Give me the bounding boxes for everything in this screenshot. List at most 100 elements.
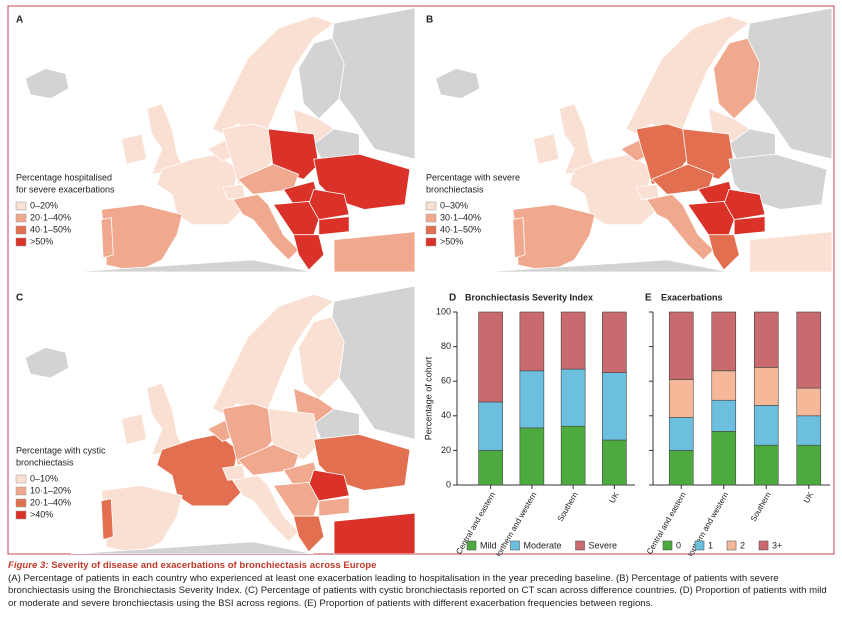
legend-label: Moderate [524,540,562,550]
legend-label: 0–10% [30,473,58,483]
country [232,474,300,543]
country [707,234,740,271]
legend-label: 0 [676,540,681,550]
legend-swatch [15,474,27,484]
bar-segment [478,401,503,451]
country [211,293,335,415]
bar-segment [796,311,822,389]
bar-segment [796,444,822,486]
legend-label: Severe [589,540,618,550]
bar-segment [478,450,503,486]
country [713,37,761,120]
country [308,469,350,502]
legend-swatch [15,498,27,508]
figure-panels: A Percentage hospitalised for severe exace… [7,5,835,562]
caption-title: Severity of disease and exacerbations of… [51,560,377,571]
y-tick-label: 0 [446,479,451,489]
legend-label: 40·1–50% [30,224,71,234]
country [70,259,314,272]
legend-swatch [15,201,27,211]
frame [7,5,835,555]
country [651,163,715,195]
x-tick-label: UK [608,490,622,505]
y-tick-label: 60 [441,376,451,386]
country [24,68,70,100]
panel-letter: B [426,15,433,26]
bar-segment [668,450,694,486]
country [100,498,114,541]
country [733,216,766,236]
bar-segment [753,405,779,446]
legend-swatch [694,540,705,551]
legend-swatch [15,510,27,520]
country [298,316,345,400]
country [70,541,314,554]
legend-label: 0–30% [440,200,468,210]
country [481,259,730,272]
bar-segment [711,431,737,486]
legend-label: 20·1–40% [30,212,71,222]
bar-segment [711,370,737,401]
bar-segment [560,311,586,370]
bar-segment [796,387,822,417]
country [512,217,526,259]
bar-segment [519,370,545,429]
bar-segment [711,399,737,432]
country [272,201,320,236]
country [532,133,560,165]
legend-label: 2 [740,540,745,550]
country [723,188,766,221]
country [211,15,335,135]
country [749,231,832,272]
bar-segment [560,425,586,486]
country [272,481,320,517]
legend-swatch [425,237,437,247]
country [100,485,183,554]
country [687,201,735,236]
x-tick-label: Southern [749,491,773,524]
legend-swatch [726,540,737,551]
country [100,204,183,272]
country [625,15,751,135]
legend-title: Percentage with cystic [16,445,106,455]
legend-title: Percentage hospitalised [16,172,112,182]
legend-label: 40·1–50% [440,224,481,234]
legend-label: 3+ [772,540,782,550]
legend-swatch [466,540,477,551]
country [434,68,481,100]
country [298,37,345,120]
country [156,153,244,226]
y-tick-label: 40 [441,410,451,420]
caption: Figure 3: Severity of disease and exacer… [8,560,834,610]
legend-swatch [425,201,437,211]
panel-letter: D [449,293,456,304]
y-tick-label: 20 [441,445,451,455]
country [333,231,415,272]
caption-text: (A) Percentage of patients in each count… [8,572,827,609]
country [237,163,300,195]
legend-swatch [15,237,27,247]
legend-swatch [15,213,27,223]
map [434,8,832,272]
y-tick-label: 80 [441,341,451,351]
country [24,346,70,379]
bar-segment [602,439,627,486]
legend-swatch [15,486,27,496]
x-tick-label: UK [802,490,816,505]
legend-swatch [758,540,769,551]
legend-label: 0–20% [30,200,58,210]
legend-label: 10·1–20% [30,485,71,495]
caption-label: Figure 3: [8,560,49,571]
country [682,128,735,180]
country [267,408,320,461]
country [232,193,300,261]
bar-segment [753,444,779,486]
bar-segment [753,367,779,406]
map [24,8,415,272]
country [100,217,114,259]
bar-segment [796,415,822,446]
legend-swatch [425,225,437,235]
legend-label: >40% [30,509,53,519]
legend-label: Mild [480,540,497,550]
map [24,286,415,554]
